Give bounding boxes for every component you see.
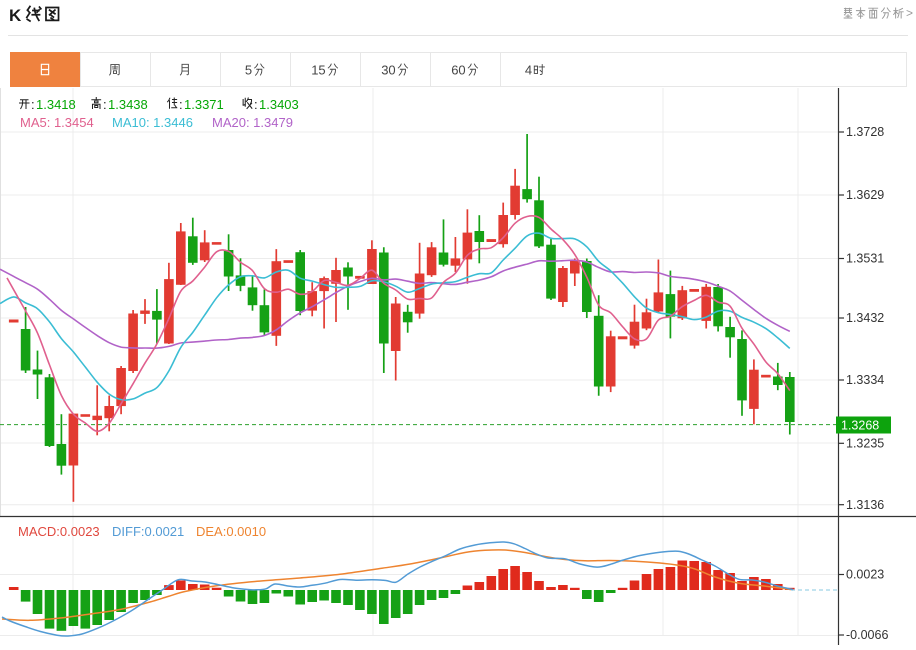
svg-text:1.3432: 1.3432 <box>846 311 884 325</box>
svg-text::: : <box>31 97 35 112</box>
svg-text::: : <box>103 97 107 112</box>
svg-text::: : <box>179 97 183 112</box>
svg-text:1.3418: 1.3418 <box>36 97 76 112</box>
svg-text::: : <box>254 97 258 112</box>
svg-text:1.3728: 1.3728 <box>846 125 884 139</box>
svg-text:1.3334: 1.3334 <box>846 373 884 387</box>
svg-text:0.0023: 0.0023 <box>846 568 884 582</box>
svg-text:4: 4 <box>525 63 532 78</box>
svg-text:1.3235: 1.3235 <box>846 437 884 451</box>
svg-text:DIFF:0.0021: DIFF:0.0021 <box>112 524 184 539</box>
svg-text:1.3136: 1.3136 <box>846 498 884 512</box>
svg-text:DEA:0.0010: DEA:0.0010 <box>196 524 266 539</box>
svg-text:MA5: 1.3454: MA5: 1.3454 <box>20 115 94 130</box>
svg-text:MA10: 1.3446: MA10: 1.3446 <box>112 115 193 130</box>
svg-text:60: 60 <box>451 63 465 78</box>
svg-text:1.3438: 1.3438 <box>108 97 148 112</box>
svg-text:K: K <box>9 6 22 25</box>
svg-text:MA20: 1.3479: MA20: 1.3479 <box>212 115 293 130</box>
svg-text:1.3531: 1.3531 <box>846 252 884 266</box>
svg-text:1.3403: 1.3403 <box>259 97 299 112</box>
svg-text:>: > <box>906 6 913 20</box>
svg-text:15: 15 <box>311 63 325 78</box>
svg-text:30: 30 <box>381 63 395 78</box>
svg-text:-0.0066: -0.0066 <box>846 628 888 642</box>
svg-text:1.3268: 1.3268 <box>841 419 879 433</box>
svg-text:5: 5 <box>245 63 252 78</box>
svg-text:1.3629: 1.3629 <box>846 188 884 202</box>
svg-text:1.3371: 1.3371 <box>184 97 224 112</box>
svg-text:MACD:0.0023: MACD:0.0023 <box>18 524 100 539</box>
